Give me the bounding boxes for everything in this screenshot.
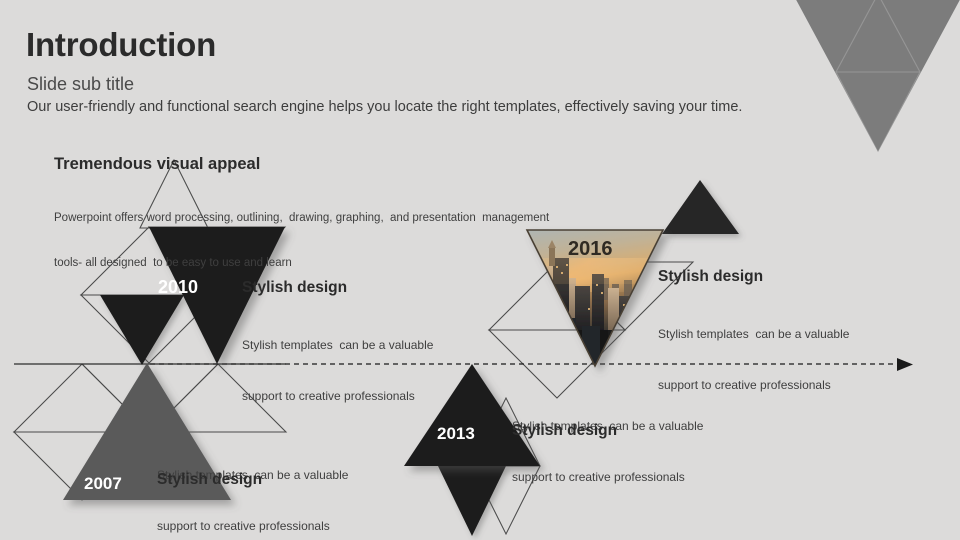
- year-label-2013: 2013: [437, 424, 475, 443]
- milestone-2010-shape[interactable]: [100, 227, 285, 365]
- milestone-2007-body-line2: support to creative professionals: [157, 519, 330, 533]
- section-body: Powerpoint offers word processing, outli…: [54, 181, 549, 301]
- milestone-2013-shape[interactable]: [404, 364, 540, 536]
- milestone-2010-body-line1: Stylish templates can be a valuable: [242, 338, 434, 352]
- milestone-2007-body: Stylish templates can be a valuable supp…: [157, 433, 348, 540]
- milestone-2016-body-line1: Stylish templates can be a valuable: [658, 327, 850, 341]
- milestone-2013-title: Stylish design: [512, 422, 618, 439]
- section-body-line2: tools- all designed to be easy to use an…: [54, 257, 292, 269]
- milestone-2010-body-line2: support to creative professionals: [242, 389, 415, 403]
- page-title: Introduction: [26, 26, 217, 63]
- timeline-axis: [14, 358, 913, 371]
- page-subtitle: Slide sub title: [27, 74, 135, 94]
- timeline-arrow-head: [897, 358, 913, 371]
- milestone-2013-body-line2: support to creative professionals: [512, 470, 685, 484]
- section-heading: Tremendous visual appeal: [54, 155, 261, 173]
- milestone-2010-title: Stylish design: [242, 279, 348, 296]
- milestone-2010-body: Stylish templates can be a valuable supp…: [242, 303, 433, 439]
- milestone-2016-title: Stylish design: [658, 268, 764, 285]
- milestone-2007-shape[interactable]: [63, 363, 231, 500]
- page-description: Our user-friendly and functional search …: [27, 99, 743, 115]
- corner-decor-triangle: [796, 0, 960, 154]
- section-body-line1: Powerpoint offers word processing, outli…: [54, 212, 550, 224]
- milestone-2016-body: Stylish templates can be a valuable supp…: [658, 292, 849, 428]
- milestone-2016-body-line2: support to creative professionals: [658, 378, 831, 392]
- year-label-2007: 2007: [84, 474, 122, 493]
- year-label-2010: 2010: [158, 277, 199, 297]
- milestone-2013-body: Stylish templates can be a valuable supp…: [512, 384, 703, 520]
- year-label-2016: 2016: [568, 238, 613, 260]
- milestone-2013-body-line1: Stylish templates can be a valuable: [512, 419, 704, 433]
- milestone-2007-body-line1: Stylish templates can be a valuable: [157, 468, 349, 482]
- milestone-2007-title: Stylish design: [157, 471, 263, 488]
